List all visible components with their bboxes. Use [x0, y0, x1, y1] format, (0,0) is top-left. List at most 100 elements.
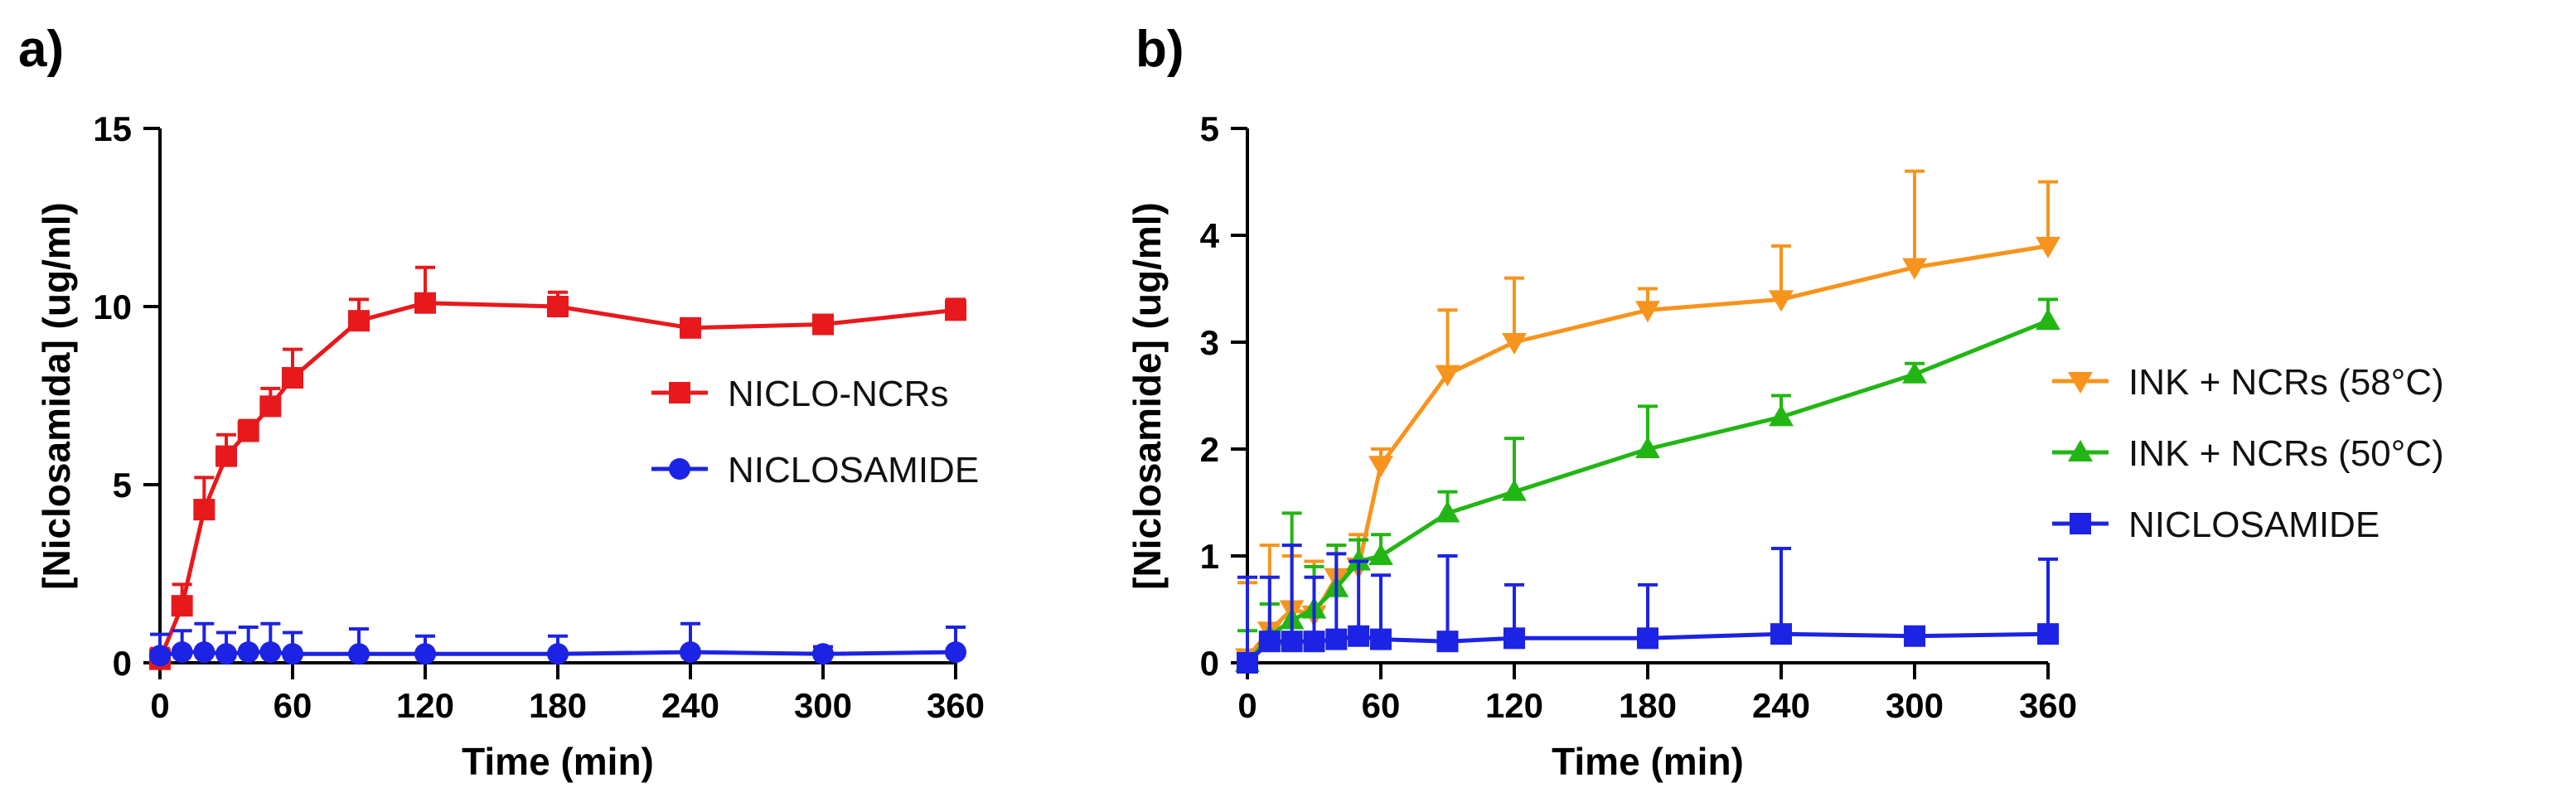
x-tick-label: 0	[1237, 686, 1257, 725]
data-point	[1368, 456, 1393, 478]
data-point	[1258, 630, 1281, 653]
x-tick-label: 180	[1619, 686, 1677, 725]
y-axis-title: [Niclosamida] (ug/ml)	[35, 202, 78, 590]
data-point	[812, 313, 834, 336]
x-axis-title: Time (min)	[1552, 740, 1744, 783]
data-point	[945, 299, 966, 321]
legend-entry: NICLO-NCRs	[651, 374, 948, 414]
data-point	[171, 641, 193, 664]
legend-marker	[669, 382, 690, 403]
legend-entry: INK + NCRs (50°C)	[2052, 433, 2444, 474]
x-tick-label: 240	[661, 686, 719, 725]
data-point	[259, 641, 282, 664]
data-point	[1637, 627, 1658, 650]
x-tick-label: 300	[794, 686, 852, 725]
y-axis-title: [Niclosamide] (ug/ml)	[1126, 202, 1169, 590]
data-point	[348, 310, 370, 332]
data-point	[1635, 437, 1660, 459]
data-point	[1281, 630, 1303, 653]
y-tick-label: 3	[1200, 323, 1219, 362]
data-point	[2036, 308, 2060, 331]
x-tick-label: 60	[274, 686, 312, 725]
legend-entry: NICLOSAMIDE	[2052, 505, 2380, 545]
data-point	[171, 595, 193, 617]
data-point	[282, 643, 303, 665]
data-point	[680, 316, 701, 339]
x-tick-label: 240	[1752, 686, 1810, 725]
series-niclosamide	[1237, 544, 2059, 674]
y-tick-label: 4	[1200, 216, 1220, 255]
data-point	[414, 292, 436, 314]
x-tick-label: 120	[396, 686, 454, 725]
data-point	[1303, 630, 1325, 653]
x-tick-label: 360	[927, 686, 985, 725]
data-point	[547, 296, 569, 317]
legend-marker	[2068, 371, 2093, 394]
panel-b: b) 0 1 2 3 4 5 0 60 120 180 240 300 360 Time (min) [Nic…	[1126, 21, 2444, 783]
data-point	[1770, 623, 1792, 645]
data-point	[812, 643, 834, 665]
legend-label: NICLO-NCRs	[728, 374, 948, 414]
data-point	[259, 395, 282, 418]
legend-label: NICLOSAMIDE	[728, 450, 979, 490]
data-point	[1503, 627, 1525, 650]
data-point	[2036, 236, 2060, 258]
data-point	[193, 499, 215, 521]
y-tick-label: 15	[93, 109, 132, 148]
data-point	[149, 645, 171, 667]
legend-entry: INK + NCRs (58°C)	[2052, 362, 2444, 403]
y-tick-label: 10	[93, 287, 132, 326]
legend-entry: NICLOSAMIDE	[651, 450, 979, 490]
data-point	[414, 643, 436, 665]
data-point	[1769, 290, 1794, 312]
data-point	[1436, 630, 1459, 653]
data-point	[2037, 623, 2059, 645]
x-tick-label: 300	[1886, 686, 1944, 725]
y-tick-label: 5	[113, 466, 132, 505]
series-niclo-ncrs	[149, 265, 966, 670]
data-point	[1769, 404, 1794, 427]
x-tick-label: 0	[150, 686, 169, 725]
x-axis-title: Time (min)	[462, 740, 654, 783]
data-point	[1502, 332, 1527, 355]
data-point	[1325, 628, 1348, 650]
data-point	[1370, 628, 1392, 650]
data-point	[215, 643, 237, 665]
legend-marker	[2070, 513, 2091, 534]
data-point	[1904, 625, 1925, 647]
data-point	[1902, 258, 1927, 280]
legend-label: INK + NCRs (50°C)	[2128, 433, 2444, 474]
data-point	[1502, 479, 1527, 501]
x-tick-label: 120	[1485, 686, 1543, 725]
legend-label: NICLOSAMIDE	[2128, 505, 2380, 545]
legend-marker	[669, 458, 690, 480]
panel-a: a) 0 5 10 15 0 60 120 180 240 300 360 Time (min) [Nic…	[18, 21, 985, 783]
data-point	[237, 641, 259, 664]
data-point	[680, 641, 701, 664]
y-tick-label: 0	[1200, 644, 1219, 683]
data-point	[1348, 625, 1370, 647]
data-point	[945, 641, 966, 664]
data-point	[1368, 544, 1393, 566]
data-point	[348, 643, 370, 665]
data-point	[193, 641, 215, 664]
data-point	[1237, 652, 1258, 674]
data-point	[1635, 301, 1660, 323]
series-niclosamide	[149, 621, 966, 667]
data-point	[1435, 500, 1460, 523]
data-point	[237, 420, 259, 442]
y-tick-label: 2	[1200, 430, 1219, 469]
legend-marker	[2068, 440, 2093, 462]
data-point	[1435, 365, 1460, 387]
data-point	[282, 367, 303, 389]
panel-label: a)	[18, 21, 64, 78]
legend-label: INK + NCRs (58°C)	[2128, 362, 2444, 403]
y-tick-label: 0	[113, 644, 132, 683]
x-tick-label: 360	[2019, 686, 2077, 725]
data-point	[1902, 361, 1927, 384]
data-point	[547, 643, 569, 665]
x-tick-label: 60	[1362, 686, 1401, 725]
y-tick-label: 5	[1200, 109, 1219, 148]
data-point	[215, 445, 237, 467]
